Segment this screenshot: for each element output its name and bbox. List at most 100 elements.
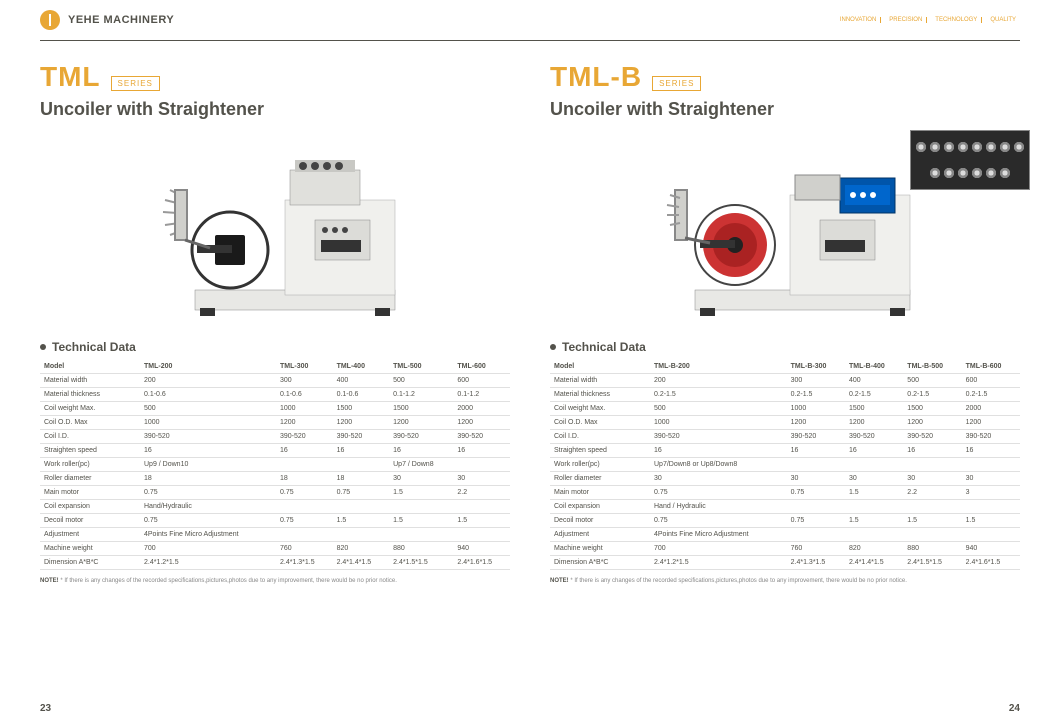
table-row: Coil O.D. Max10001200120012001200 — [550, 416, 1020, 430]
table-row: Decoil motor0.750.751.51.51.5 — [550, 514, 1020, 528]
table-cell: 16 — [650, 444, 787, 458]
table-cell: 0.1-0.6 — [333, 388, 390, 402]
note-right: NOTE! * If there is any changes of the r… — [550, 578, 1020, 584]
table-cell: 1200 — [389, 416, 453, 430]
table-cell — [333, 500, 390, 514]
table-header: TML-600 — [453, 360, 510, 374]
table-row: Material thickness0.2-1.50.2-1.50.2-1.50… — [550, 388, 1020, 402]
table-cell: 30 — [453, 472, 510, 486]
table-cell: 0.75 — [650, 514, 787, 528]
table-cell: 500 — [140, 402, 276, 416]
table-cell: 0.75 — [787, 514, 845, 528]
table-header: Model — [550, 360, 650, 374]
table-cell: 1000 — [650, 416, 787, 430]
table-cell: Coil O.D. Max — [550, 416, 650, 430]
table-cell: 0.2-1.5 — [650, 388, 787, 402]
table-cell: 0.1-0.6 — [140, 388, 276, 402]
table-cell: 390-520 — [389, 430, 453, 444]
table-cell: 0.2-1.5 — [845, 388, 903, 402]
table-cell — [787, 500, 845, 514]
table-row: Coil expansionHand / Hydraulic — [550, 500, 1020, 514]
table-cell: 1.5 — [962, 514, 1020, 528]
table-cell: 0.1-1.2 — [389, 388, 453, 402]
table-row: Straighten speed1616161616 — [40, 444, 510, 458]
table-cell: Straighten speed — [40, 444, 140, 458]
table-cell: Adjustment — [550, 528, 650, 542]
table-cell — [787, 528, 845, 542]
table-row: Machine weight700760820880940 — [550, 542, 1020, 556]
table-row: Coil expansionHand/Hydraulic — [40, 500, 510, 514]
table-cell: 1200 — [276, 416, 333, 430]
table-cell: 390-520 — [787, 430, 845, 444]
table-cell: 2.4*1.3*1.5 — [787, 556, 845, 570]
inset-photo — [910, 130, 1030, 190]
gear-icon — [929, 167, 941, 179]
brand-name: YEHE MACHINERY — [68, 14, 174, 26]
nav-item: PRECISION — [885, 17, 927, 23]
page-number-right: 24 — [1009, 703, 1020, 714]
gear-icon — [1013, 141, 1025, 153]
table-cell: 1.5 — [333, 514, 390, 528]
table-header: TML-500 — [389, 360, 453, 374]
table-cell: 2000 — [453, 402, 510, 416]
table-cell — [276, 528, 333, 542]
table-cell: 820 — [845, 542, 903, 556]
table-cell: 400 — [333, 374, 390, 388]
table-cell: 390-520 — [650, 430, 787, 444]
table-cell: 1000 — [140, 416, 276, 430]
table-cell: 0.2-1.5 — [903, 388, 961, 402]
table-cell: 390-520 — [276, 430, 333, 444]
table-cell: 0.75 — [787, 486, 845, 500]
table-cell: Coil I.D. — [40, 430, 140, 444]
table-cell: 500 — [389, 374, 453, 388]
table-header: TML-B-500 — [903, 360, 961, 374]
table-cell: 16 — [787, 444, 845, 458]
table-row: Coil I.D.390-520390-520390-520390-520390… — [40, 430, 510, 444]
table-header: TML-400 — [333, 360, 390, 374]
table-cell: 1200 — [787, 416, 845, 430]
nav-item: INNOVATION — [836, 17, 881, 23]
table-cell: 1000 — [787, 402, 845, 416]
table-cell: 30 — [389, 472, 453, 486]
left-panel: TML SERIES Uncoiler with Straightener — [40, 61, 510, 584]
table-row: Coil O.D. Max10001200120012001200 — [40, 416, 510, 430]
table-cell: 880 — [903, 542, 961, 556]
table-cell: 2.4*1.5*1.5 — [389, 556, 453, 570]
table-cell: 18 — [140, 472, 276, 486]
logo-icon — [40, 10, 60, 30]
product-image-left — [40, 130, 510, 330]
table-cell — [845, 500, 903, 514]
table-header: TML-B-200 — [650, 360, 787, 374]
table-cell: 30 — [845, 472, 903, 486]
title-row: TML-B SERIES — [550, 61, 1020, 93]
table-cell: Machine weight — [550, 542, 650, 556]
table-cell: 390-520 — [903, 430, 961, 444]
table-header: TML-B-300 — [787, 360, 845, 374]
table-cell: 1200 — [453, 416, 510, 430]
table-cell: 2.2 — [903, 486, 961, 500]
table-cell — [903, 528, 961, 542]
table-row: Coil weight Max.5001000150015002000 — [550, 402, 1020, 416]
table-cell: 1200 — [845, 416, 903, 430]
gear-icon — [971, 167, 983, 179]
table-cell: Main motor — [550, 486, 650, 500]
table-header: TML-200 — [140, 360, 276, 374]
table-cell — [276, 500, 333, 514]
table-cell: 16 — [903, 444, 961, 458]
table-cell: 1200 — [333, 416, 390, 430]
table-cell: 16 — [333, 444, 390, 458]
table-cell: Roller diameter — [550, 472, 650, 486]
table-cell: 1200 — [962, 416, 1020, 430]
gear-icon — [943, 167, 955, 179]
note-left: NOTE! * If there is any changes of the r… — [40, 578, 510, 584]
table-header: TML-B-400 — [845, 360, 903, 374]
table-cell — [903, 458, 961, 472]
table-cell — [453, 528, 510, 542]
table-cell: 2.4*1.2*1.5 — [650, 556, 787, 570]
product-image-right — [550, 130, 1020, 330]
table-cell — [962, 500, 1020, 514]
table-cell — [962, 528, 1020, 542]
gear-icon — [985, 141, 997, 153]
table-cell: 390-520 — [140, 430, 276, 444]
tech-label: Technical Data — [52, 340, 136, 354]
